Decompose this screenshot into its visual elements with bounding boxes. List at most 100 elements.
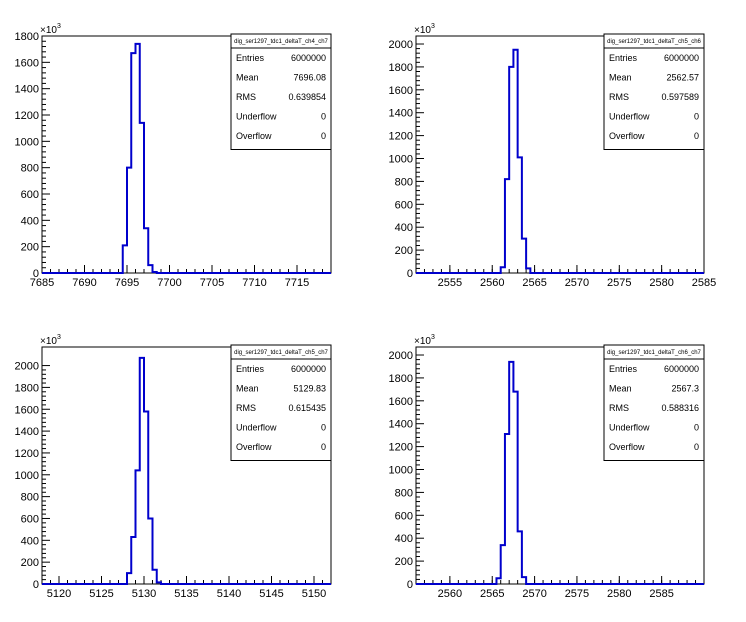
stats-value-underflow: 0 — [694, 423, 699, 433]
stats-value-rms: 0.615435 — [288, 403, 326, 413]
stats-value-mean: 5129.83 — [293, 384, 326, 394]
histogram-bin — [131, 537, 135, 584]
y-tick-label: 200 — [395, 245, 413, 257]
stats-label-rms: RMS — [236, 92, 256, 102]
y-tick-label: 1200 — [389, 442, 413, 454]
x-tick-label: 7695 — [115, 277, 139, 289]
stats-label-mean: Mean — [609, 384, 632, 394]
y-tick-label: 1000 — [389, 154, 413, 166]
stats-label-entries: Entries — [609, 53, 638, 63]
y-multiplier-label: ×103 — [40, 334, 61, 347]
stats-value-mean: 7696.08 — [293, 73, 326, 83]
y-tick-label: 1400 — [15, 84, 39, 96]
histogram-bin — [509, 67, 513, 273]
y-tick-label: 200 — [21, 242, 39, 254]
x-tick-label: 2585 — [649, 588, 673, 600]
y-tick-label: 1800 — [389, 373, 413, 385]
stats-value-rms: 0.588316 — [661, 403, 699, 413]
stats-value-underflow: 0 — [321, 423, 326, 433]
x-tick-label: 2580 — [607, 588, 631, 600]
stats-label-entries: Entries — [236, 53, 265, 63]
stats-value-underflow: 0 — [694, 112, 699, 122]
histogram-bin — [518, 157, 522, 273]
y-multiplier-exponent: 3 — [57, 23, 61, 30]
stats-body-box — [230, 358, 332, 461]
stats-label-rms: RMS — [236, 403, 256, 413]
y-tick-label: 1600 — [15, 404, 39, 416]
stats-box: dig_ser1297_tdc1_deltaT_ch4_ch7 Entries 60… — [230, 33, 332, 150]
stats-label-overflow: Overflow — [236, 131, 272, 141]
x-tick-label: 5125 — [89, 588, 113, 600]
stats-value-overflow: 0 — [321, 131, 326, 141]
stats-value-mean: 2567.3 — [671, 384, 699, 394]
y-tick-label: 400 — [395, 222, 413, 234]
y-tick-label: 800 — [21, 163, 39, 175]
y-tick-label: 1400 — [389, 108, 413, 120]
stats-title: dig_ser1297_tdc1_deltaT_ch5_ch6 — [607, 39, 701, 45]
y-tick-label: 1200 — [15, 110, 39, 122]
x-tick-label: 5130 — [132, 588, 156, 600]
histogram-bin — [153, 570, 157, 584]
stats-value-entries: 6000000 — [664, 53, 699, 63]
histogram-bin — [513, 392, 517, 584]
histogram-bin — [144, 411, 148, 584]
histogram-panel-1: 0 200 400 600 800 1000 1200 1400 1600 1800 7685 769… — [15, 23, 332, 289]
stats-value-mean: 2562.57 — [666, 73, 699, 83]
x-tick-label: 2570 — [522, 588, 546, 600]
histogram-bin — [522, 577, 526, 584]
y-tick-label: 200 — [21, 557, 39, 569]
histogram-bin — [140, 358, 144, 584]
stats-label-rms: RMS — [609, 403, 629, 413]
histogram-bin — [148, 518, 152, 584]
stats-label-rms: RMS — [609, 92, 629, 102]
stats-value-entries: 6000000 — [291, 364, 326, 374]
y-tick-label: 2000 — [389, 350, 413, 362]
y-tick-label: 600 — [395, 510, 413, 522]
y-multiplier-exponent: 3 — [57, 334, 61, 341]
histogram-panel-4: 0 200 400 600 800 1000 1200 1400 1600 1800 2000 256… — [389, 334, 705, 600]
histogram-outline — [416, 360, 704, 585]
histogram-bin — [148, 265, 152, 273]
stats-value-overflow: 0 — [694, 131, 699, 141]
histogram-bin — [127, 573, 131, 584]
x-tick-label: 5140 — [217, 588, 241, 600]
y-multiplier-base: ×10 — [414, 336, 431, 347]
y-multiplier-label: ×103 — [414, 23, 435, 36]
histogram-bin — [513, 50, 517, 273]
histogram-bin — [509, 362, 513, 584]
x-tick-label: 2565 — [522, 277, 546, 289]
stats-label-entries: Entries — [236, 364, 265, 374]
y-tick-label: 1000 — [389, 465, 413, 477]
y-multiplier-base: ×10 — [414, 25, 431, 36]
x-tick-label: 2575 — [607, 277, 631, 289]
histogram-bin — [518, 531, 522, 584]
y-tick-label: 1800 — [389, 62, 413, 74]
histogram-bin — [144, 228, 148, 273]
y-multiplier-label: ×103 — [414, 334, 435, 347]
y-tick-label: 1800 — [15, 31, 39, 43]
y-tick-label: 1200 — [389, 131, 413, 143]
x-tick-label: 2555 — [438, 277, 462, 289]
y-tick-label: 800 — [21, 492, 39, 504]
y-tick-label: 1800 — [15, 382, 39, 394]
y-multiplier-base: ×10 — [40, 25, 57, 36]
stats-value-overflow: 0 — [694, 442, 699, 452]
y-tick-label: 1600 — [389, 85, 413, 97]
y-tick-label: 600 — [21, 189, 39, 201]
histogram-bin — [526, 268, 530, 273]
stats-label-overflow: Overflow — [609, 131, 645, 141]
y-tick-label: 0 — [33, 579, 39, 591]
histogram-bin — [136, 470, 140, 584]
histogram-bin — [496, 578, 500, 584]
y-tick-label: 400 — [395, 533, 413, 545]
y-tick-label: 1200 — [15, 448, 39, 460]
x-tick-label: 2570 — [565, 277, 589, 289]
y-tick-label: 400 — [21, 535, 39, 547]
stats-label-mean: Mean — [609, 73, 632, 83]
stats-body-box — [603, 47, 705, 150]
stats-value-rms: 0.639854 — [288, 92, 326, 102]
stats-value-overflow: 0 — [321, 442, 326, 452]
y-tick-label: 0 — [33, 268, 39, 280]
stats-title: dig_ser1297_tdc1_deltaT_ch6_ch7 — [607, 350, 701, 356]
stats-label-mean: Mean — [236, 73, 259, 83]
